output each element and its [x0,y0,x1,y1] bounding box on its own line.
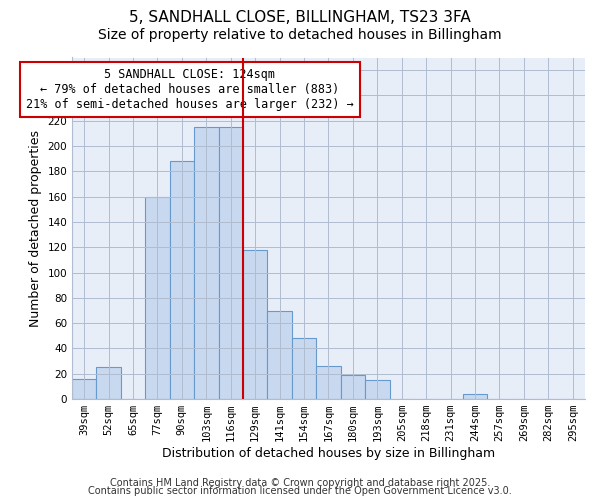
Bar [292,338,316,399]
Text: Contains HM Land Registry data © Crown copyright and database right 2025.: Contains HM Land Registry data © Crown c… [110,478,490,488]
Text: 5 SANDHALL CLOSE: 124sqm
← 79% of detached houses are smaller (883)
21% of semi-: 5 SANDHALL CLOSE: 124sqm ← 79% of detach… [26,68,354,110]
Bar [243,250,268,399]
Bar [145,196,170,399]
Text: 5, SANDHALL CLOSE, BILLINGHAM, TS23 3FA: 5, SANDHALL CLOSE, BILLINGHAM, TS23 3FA [129,10,471,25]
Bar [365,380,389,399]
Bar [341,375,365,399]
Bar [316,366,341,399]
Text: Size of property relative to detached houses in Billingham: Size of property relative to detached ho… [98,28,502,42]
Y-axis label: Number of detached properties: Number of detached properties [29,130,42,327]
Bar [268,310,292,399]
Bar [463,394,487,399]
Bar [218,127,243,399]
Bar [170,161,194,399]
Bar [72,379,97,399]
Text: Contains public sector information licensed under the Open Government Licence v3: Contains public sector information licen… [88,486,512,496]
Bar [194,127,218,399]
Bar [97,368,121,399]
X-axis label: Distribution of detached houses by size in Billingham: Distribution of detached houses by size … [162,447,495,460]
